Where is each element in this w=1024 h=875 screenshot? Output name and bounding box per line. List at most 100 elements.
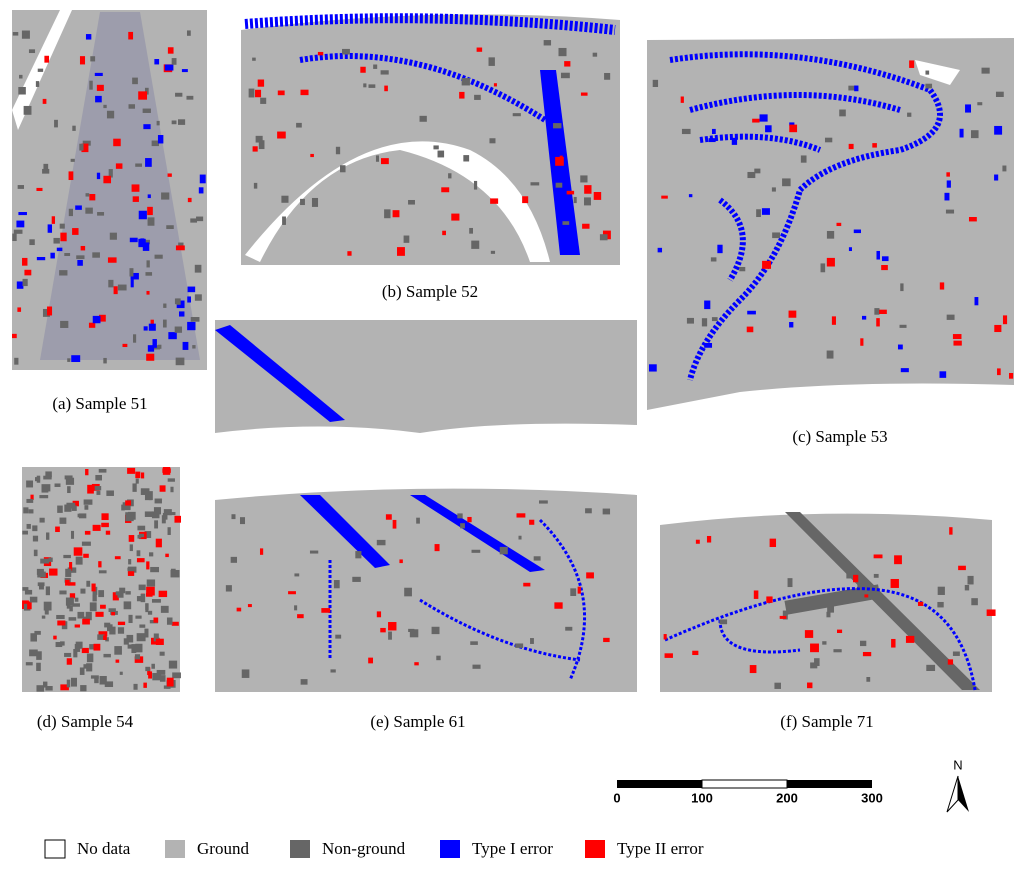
point-cluster <box>89 193 96 201</box>
point-cluster <box>907 112 912 117</box>
point-cluster <box>49 568 58 576</box>
point-cluster <box>147 194 151 199</box>
point-cluster <box>717 244 723 254</box>
point-cluster <box>150 319 154 325</box>
point-cluster <box>72 500 79 507</box>
point-cluster <box>787 578 793 588</box>
point-cluster <box>657 247 663 253</box>
north-label: N <box>953 757 962 772</box>
point-cluster <box>64 652 72 657</box>
point-cluster <box>753 590 759 599</box>
point-cluster <box>72 603 80 607</box>
point-cluster <box>1002 315 1008 325</box>
point-cluster <box>873 573 879 578</box>
point-cluster <box>861 315 867 320</box>
point-cluster <box>79 56 86 65</box>
point-cluster <box>786 600 794 606</box>
point-cluster <box>277 90 285 96</box>
error-band <box>664 587 977 691</box>
point-cluster <box>101 522 109 528</box>
caption: (c) Sample 53 <box>792 427 887 446</box>
point-cluster <box>602 508 611 515</box>
point-cluster <box>136 596 145 602</box>
point-cluster <box>584 185 592 194</box>
point-cluster <box>96 491 101 495</box>
scale-label: 100 <box>691 790 713 805</box>
point-cluster <box>146 586 155 596</box>
point-cluster <box>772 232 781 239</box>
point-cluster <box>85 34 92 40</box>
point-cluster <box>103 653 111 658</box>
point-cluster <box>749 665 757 674</box>
point-cluster <box>125 591 131 595</box>
scale-label: 200 <box>776 790 798 805</box>
point-cluster <box>187 197 192 203</box>
point-cluster <box>592 52 598 57</box>
point-cluster <box>894 555 902 565</box>
point-cluster <box>917 601 924 606</box>
point-cluster <box>134 654 141 660</box>
point-cluster <box>259 548 264 555</box>
point-cluster <box>489 138 496 144</box>
point-cluster <box>965 104 972 113</box>
point-cluster <box>846 571 854 579</box>
point-cluster <box>681 128 691 135</box>
point-cluster <box>123 505 131 510</box>
point-cluster <box>70 158 75 162</box>
point-cluster <box>115 659 120 663</box>
point-cluster <box>33 549 38 557</box>
point-cluster <box>96 172 101 180</box>
point-cluster <box>115 163 123 169</box>
point-cluster <box>68 208 73 217</box>
point-cluster <box>848 85 857 91</box>
point-cluster <box>89 644 98 650</box>
point-cluster <box>82 140 91 146</box>
caption: (a) Sample 51 <box>52 394 147 413</box>
point-cluster <box>746 326 754 333</box>
point-cluster <box>710 257 717 262</box>
point-cluster <box>25 662 33 666</box>
point-cluster <box>74 624 80 628</box>
point-cluster <box>36 685 45 692</box>
map-c <box>647 38 1014 410</box>
error-band <box>40 12 200 360</box>
point-cluster <box>60 320 69 328</box>
point-cluster <box>138 584 146 591</box>
point-cluster <box>580 92 588 96</box>
point-cluster <box>664 653 673 658</box>
point-cluster <box>36 256 46 261</box>
point-cluster <box>134 656 144 663</box>
legend-swatch <box>585 840 605 858</box>
point-cluster <box>42 168 50 174</box>
point-cluster <box>56 247 63 252</box>
point-cluster <box>488 57 495 66</box>
point-cluster <box>782 178 791 187</box>
point-cluster <box>138 533 145 538</box>
point-cluster <box>30 494 34 500</box>
point-cluster <box>103 357 107 364</box>
scale-segment <box>787 780 872 788</box>
point-cluster <box>32 535 39 542</box>
point-cluster <box>198 187 204 194</box>
point-cluster <box>958 565 966 571</box>
point-cluster <box>460 523 465 529</box>
point-cluster <box>555 156 564 166</box>
point-cluster <box>946 172 950 177</box>
point-cluster <box>160 605 169 613</box>
point-cluster <box>467 516 472 523</box>
point-cluster <box>163 685 171 689</box>
point-cluster <box>70 677 77 687</box>
point-cluster <box>145 593 153 597</box>
point-cluster <box>255 135 263 143</box>
error-band <box>215 325 345 422</box>
point-cluster <box>564 61 571 67</box>
point-cluster <box>79 143 84 151</box>
point-cluster <box>80 685 87 692</box>
point-cluster <box>55 641 63 648</box>
legend-swatch <box>44 839 66 859</box>
point-cluster <box>36 187 43 191</box>
point-cluster <box>431 626 440 635</box>
point-cluster <box>145 666 150 672</box>
point-cluster <box>476 47 483 52</box>
point-cluster <box>106 110 115 119</box>
